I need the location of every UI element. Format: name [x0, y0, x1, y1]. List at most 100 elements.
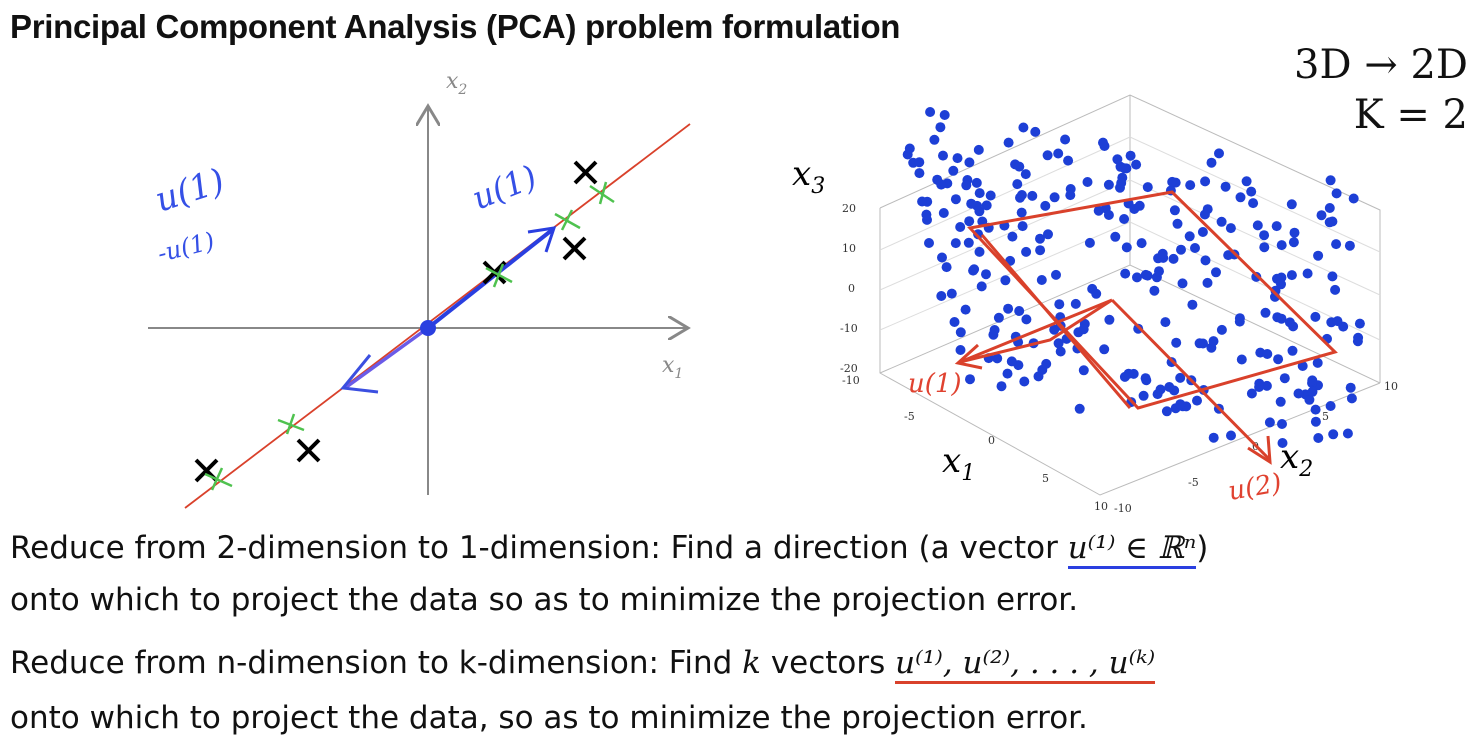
scatter-dot [1091, 288, 1102, 299]
scatter-dot [1157, 248, 1168, 259]
scatter-dot [1307, 386, 1318, 397]
x2-axis-label: x2 [446, 69, 467, 98]
scatter-dot [1220, 181, 1231, 192]
scatter-dot [1035, 245, 1046, 256]
scatter-dot [1133, 323, 1144, 334]
x-tick-labels: -10 -5 0 5 10 [842, 374, 1108, 513]
scatter-dot [1112, 154, 1123, 165]
scatter-dot [1043, 229, 1053, 240]
scatter-dot [1138, 390, 1149, 401]
scatter-dot [939, 110, 950, 120]
scatter-dot [964, 157, 975, 168]
scatter-dot [950, 194, 961, 205]
scatter-dot [1192, 395, 1202, 406]
scatter-dot [1246, 186, 1257, 197]
line3-math: u⁽¹⁾, u⁽²⁾, . . . , u⁽ᵏ⁾ [895, 645, 1156, 684]
scatter-dot [936, 179, 947, 190]
scatter-dot [1297, 361, 1308, 371]
svg-text:10: 10 [1384, 380, 1398, 393]
svg-text:-10: -10 [1114, 502, 1132, 515]
scatter-dot [1017, 221, 1028, 232]
scatter-dot [1049, 192, 1060, 203]
scatter-dot [1276, 279, 1286, 290]
scatter-dot [1208, 336, 1219, 347]
page-title: Principal Component Analysis (PCA) probl… [10, 8, 901, 45]
k-equals-note: K = 2 [1353, 92, 1468, 138]
data-point [573, 160, 598, 185]
scatter-dot [1110, 231, 1121, 242]
scatter-dot [949, 317, 960, 327]
z-tick-labels: 20 10 0 -10 -20 [840, 202, 858, 375]
scatter-dot [1185, 180, 1196, 191]
scatter-dot [1030, 126, 1041, 137]
scatter-dot [1234, 316, 1245, 327]
scatter-dot [1041, 358, 1052, 369]
u1-arrow-head [527, 226, 557, 253]
scatter-dot [1012, 179, 1023, 190]
scatter-dot [1169, 205, 1180, 216]
scatter-dot [1084, 237, 1095, 248]
scatter-dot [1103, 179, 1114, 190]
scatter-dot [1020, 169, 1031, 180]
scatter-dot [1259, 230, 1270, 241]
scatter-dot [1006, 356, 1017, 367]
scatter-dot [1190, 243, 1200, 253]
scatter-dot [1277, 438, 1288, 448]
scatter-dot [1211, 267, 1221, 278]
scatter-dot [1289, 227, 1300, 238]
scatter-dot [935, 122, 946, 133]
scatter-dot [992, 353, 1003, 364]
projection-mark [485, 263, 513, 288]
scatter-dot [1120, 268, 1131, 279]
scatter-dot [938, 208, 949, 218]
scatter-dot [1140, 269, 1151, 280]
scatter-dot [1312, 357, 1323, 368]
scatter-dot [974, 188, 985, 199]
scatter-dot [1310, 404, 1321, 415]
scatter-dot [1104, 314, 1115, 325]
u2-handwritten-3d: u(2) [1226, 468, 1284, 507]
scatter-dot [904, 143, 915, 154]
scatter-dot [981, 269, 991, 280]
scatter-dot [1003, 137, 1014, 148]
scatter-dot [1160, 317, 1171, 328]
scatter-dot [973, 229, 984, 240]
scatter-dot [1313, 250, 1324, 261]
line3-k: k [742, 645, 761, 681]
scatter-dot [1131, 159, 1142, 170]
scatter-points [902, 107, 1365, 448]
scatter-dot [1123, 368, 1134, 379]
scatter-dot [1328, 429, 1339, 440]
scatter-dot [964, 216, 975, 227]
scatter-dot [1103, 210, 1114, 220]
scatter-dot [961, 180, 972, 191]
scatter-dot [1194, 338, 1205, 349]
scatter-dot [1132, 272, 1142, 283]
scatter-dot [1277, 419, 1287, 429]
scatter-dot [950, 238, 961, 249]
scatter-dot [1208, 432, 1219, 443]
scatter-dot [1273, 354, 1284, 365]
scatter-dot [971, 177, 982, 188]
u1-handwritten-left: u(1) [150, 161, 229, 221]
scatter-dot [1140, 373, 1151, 384]
scatter-dot [1175, 372, 1186, 383]
scatter-dot [1252, 220, 1263, 231]
scatter-dot [1116, 178, 1127, 188]
scatter-dot [1302, 268, 1313, 279]
scatter-dot [1065, 190, 1076, 201]
scatter-dot [924, 238, 934, 248]
scatter-dot [1093, 205, 1104, 216]
scatter-dot [1304, 394, 1315, 405]
scatter-dot [1307, 375, 1318, 386]
scatter-dot [1119, 214, 1130, 224]
scatter-dot [1129, 204, 1140, 214]
scatter-dot [985, 190, 996, 201]
scatter-dot [1119, 163, 1130, 174]
u1-handwritten-3d: u(1) [908, 369, 962, 399]
scatter-dot [1344, 240, 1355, 251]
plot-3d: x3 20 10 0 -10 -20 -10 -5 0 5 10 -10 -5 … [792, 94, 1398, 515]
scatter-dot [968, 265, 979, 276]
scatter-dot [1288, 237, 1299, 248]
scatter-dot [1016, 207, 1027, 218]
